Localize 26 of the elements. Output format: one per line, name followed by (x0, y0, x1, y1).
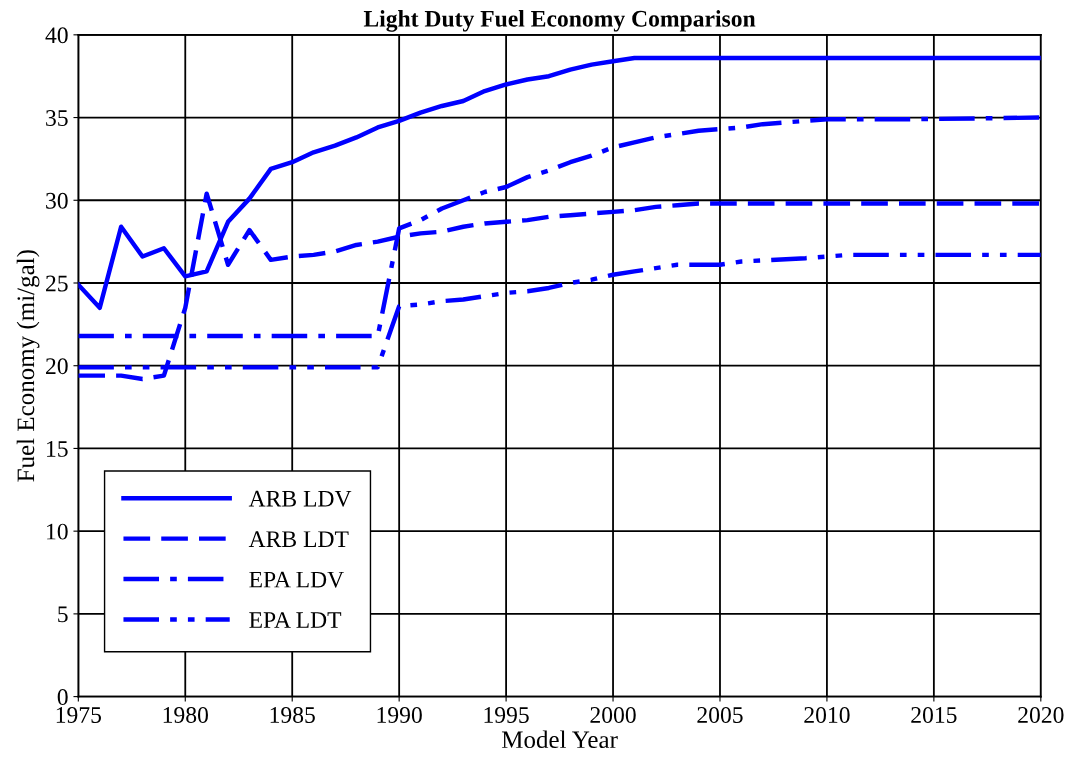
x-tick-label: 2020 (1018, 707, 1064, 723)
y-tick-label: 15 (47, 441, 68, 457)
x-tick-label: 1995 (484, 707, 529, 723)
y-axis-title: Fuel Economy (mi/gal) (16, 250, 40, 482)
y-tick-label: 0 (57, 689, 68, 706)
x-tick-label: 1975 (56, 707, 102, 723)
x-tick-label: 1980 (163, 707, 208, 723)
y-tick-label: 40 (45, 27, 68, 44)
y-tick-label: 25 (46, 275, 68, 292)
legend-label: EPA LDT (249, 612, 342, 628)
x-tick-label: 2015 (911, 707, 957, 723)
y-tick-label: 10 (47, 523, 68, 540)
legend-label: EPA LDV (249, 571, 344, 588)
legend-label: ARB LDT (248, 531, 349, 547)
y-tick-label: 35 (46, 110, 68, 126)
chart-title: Light Duty Fuel Economy Comparison (363, 10, 756, 32)
y-tick-label: 30 (46, 192, 68, 209)
x-tick-label: 1990 (377, 707, 422, 723)
x-axis-title: Model Year (501, 730, 618, 749)
x-tick-label: 2000 (590, 707, 636, 723)
x-tick-label: 1985 (270, 707, 315, 723)
x-tick-label: 2010 (804, 707, 850, 723)
y-tick-label: 5 (58, 606, 68, 623)
x-tick-label: 2005 (697, 707, 743, 723)
y-tick-label: 20 (46, 358, 68, 375)
legend-label: ARB LDV (248, 490, 352, 507)
